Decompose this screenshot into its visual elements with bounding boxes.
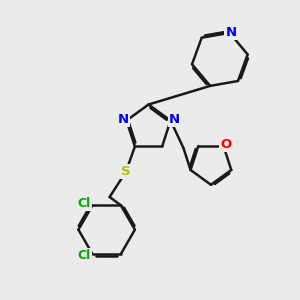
Text: S: S bbox=[121, 165, 131, 178]
Text: N: N bbox=[169, 112, 180, 126]
Text: Cl: Cl bbox=[78, 197, 91, 210]
Text: Cl: Cl bbox=[78, 249, 91, 262]
Text: N: N bbox=[225, 26, 237, 39]
Text: O: O bbox=[220, 138, 232, 151]
Text: N: N bbox=[117, 112, 128, 126]
